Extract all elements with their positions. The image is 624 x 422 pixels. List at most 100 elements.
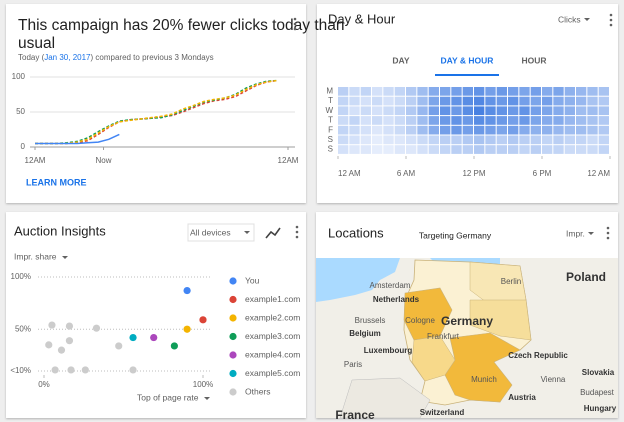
heat-cell bbox=[417, 87, 428, 96]
heat-cell bbox=[406, 125, 417, 135]
legend-swatch bbox=[229, 369, 237, 378]
tab[interactable]: HOUR bbox=[521, 55, 546, 65]
map-label: France bbox=[335, 408, 375, 422]
heat-cell bbox=[576, 96, 587, 106]
heat-cell bbox=[485, 87, 496, 96]
heat-cell bbox=[394, 96, 405, 106]
legend-label: example5.com bbox=[245, 368, 300, 378]
map-label: Brussels bbox=[355, 316, 386, 325]
heat-cell bbox=[519, 125, 530, 135]
heat-cell bbox=[394, 125, 405, 135]
legend-label: You bbox=[245, 275, 260, 285]
heat-cell bbox=[564, 87, 575, 96]
heat-cell bbox=[496, 125, 507, 135]
state-region bbox=[469, 299, 532, 341]
heat-cell bbox=[462, 125, 473, 135]
map-sea bbox=[316, 258, 400, 302]
heat-cell bbox=[553, 96, 564, 106]
dropdown-arrow[interactable] bbox=[244, 231, 250, 234]
tab[interactable]: DAY & HOUR bbox=[441, 55, 494, 65]
metric-dropdown[interactable]: Impr. bbox=[566, 228, 585, 238]
heat-cell bbox=[383, 106, 394, 116]
tab[interactable]: DAY bbox=[392, 55, 409, 65]
map-label: Slovakia bbox=[582, 368, 615, 377]
menu-icon[interactable] bbox=[295, 225, 299, 239]
dropdown-arrow[interactable] bbox=[62, 256, 68, 259]
heat-cell bbox=[440, 106, 451, 116]
row-label: S bbox=[328, 145, 333, 154]
scatter-point bbox=[48, 321, 56, 329]
metric-dropdown[interactable]: Impr. share bbox=[14, 251, 57, 261]
heat-cell bbox=[349, 145, 360, 154]
legend-swatch bbox=[229, 295, 237, 304]
map-label: Frankfurt bbox=[427, 332, 460, 341]
legend-label: example1.com bbox=[245, 294, 300, 304]
y-tick-label: 100 bbox=[12, 72, 26, 81]
heat-cell bbox=[519, 106, 530, 116]
heat-cell bbox=[349, 87, 360, 96]
menu-icon[interactable] bbox=[609, 13, 613, 27]
dropdown-arrow[interactable] bbox=[588, 232, 594, 235]
heat-cell bbox=[474, 116, 485, 125]
heat-cell bbox=[417, 116, 428, 125]
heat-cell bbox=[406, 96, 417, 106]
campaign-card bbox=[6, 4, 306, 203]
heat-cell bbox=[542, 106, 553, 116]
heat-cell bbox=[383, 96, 394, 106]
scatter-point bbox=[45, 341, 53, 349]
device-dropdown-box[interactable] bbox=[187, 223, 255, 242]
dropdown-arrow[interactable] bbox=[584, 18, 590, 21]
menu-icon[interactable] bbox=[606, 226, 610, 240]
heat-cell bbox=[485, 116, 496, 125]
heat-cell bbox=[451, 116, 462, 125]
heat-cell bbox=[417, 145, 428, 154]
subtitle-date[interactable]: Jan 30, 2017 bbox=[44, 53, 91, 62]
x-tick-label: 6 PM bbox=[533, 169, 552, 178]
x-tick-label: 12 AM bbox=[338, 169, 361, 178]
trend-icon[interactable] bbox=[265, 227, 281, 239]
y-tick-label: 50% bbox=[15, 324, 31, 333]
heat-cell bbox=[349, 135, 360, 145]
device-dropdown[interactable]: All devices bbox=[190, 227, 231, 237]
heat-cell bbox=[383, 135, 394, 145]
heat-cell bbox=[406, 135, 417, 145]
heat-cell bbox=[428, 125, 439, 135]
heat-cell bbox=[485, 106, 496, 116]
learn-more-link[interactable]: LEARN MORE bbox=[26, 177, 87, 187]
scatter-point bbox=[51, 366, 59, 374]
heat-cell bbox=[383, 116, 394, 125]
row-label: S bbox=[328, 135, 333, 144]
x-tick-label: 12AM bbox=[25, 156, 46, 165]
legend-label: example3.com bbox=[245, 331, 300, 341]
subtitle-text: ) compared to previous 3 Mondays bbox=[91, 53, 214, 62]
heat-cell bbox=[508, 135, 519, 145]
dropdown-arrow[interactable] bbox=[204, 397, 210, 400]
heat-cell bbox=[394, 87, 405, 96]
row-label: F bbox=[328, 125, 333, 134]
map[interactable] bbox=[316, 258, 618, 418]
heat-cell bbox=[496, 106, 507, 116]
menu-icon[interactable] bbox=[293, 17, 297, 31]
x-metric-dropdown[interactable]: Top of page rate bbox=[137, 392, 199, 402]
line-series bbox=[35, 79, 278, 145]
heat-cell bbox=[451, 145, 462, 154]
map-label: Germany bbox=[441, 314, 493, 328]
metric-dropdown[interactable]: Clicks bbox=[558, 14, 581, 24]
heat-cell bbox=[406, 87, 417, 96]
heat-cell bbox=[462, 145, 473, 154]
heat-cell bbox=[349, 96, 360, 106]
heat-cell bbox=[440, 145, 451, 154]
heat-cell bbox=[519, 116, 530, 125]
heat-cell bbox=[372, 106, 383, 116]
heat-cell bbox=[485, 135, 496, 145]
line-series bbox=[35, 133, 120, 145]
heat-cell bbox=[406, 116, 417, 125]
heat-cell bbox=[576, 116, 587, 125]
heat-cell bbox=[542, 87, 553, 96]
heat-cell bbox=[372, 96, 383, 106]
legend-label: example2.com bbox=[245, 312, 300, 322]
heat-cell bbox=[360, 106, 371, 116]
heat-cell bbox=[508, 145, 519, 154]
heat-cell bbox=[519, 96, 530, 106]
